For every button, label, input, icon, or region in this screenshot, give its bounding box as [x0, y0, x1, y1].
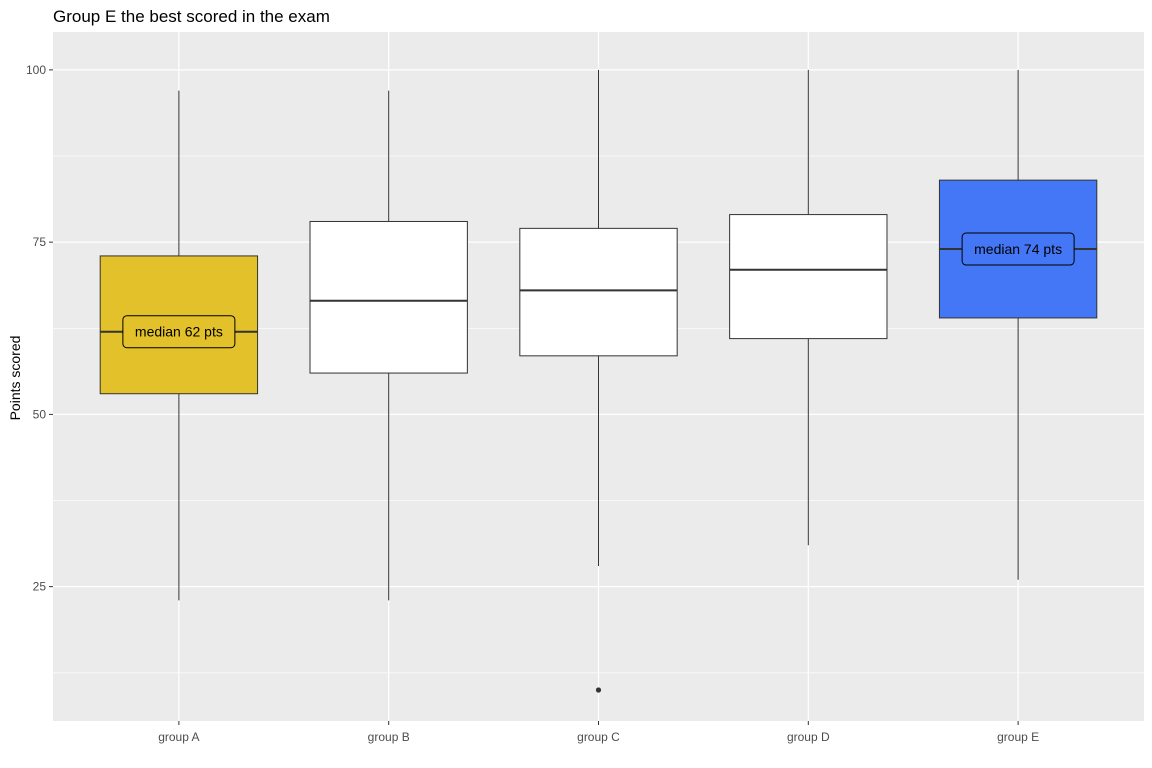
median-label-box — [122, 315, 236, 349]
y-axis-title: Points scored — [7, 336, 23, 421]
box-iqr — [309, 220, 468, 374]
y-tick-label: 100 — [26, 63, 46, 77]
box-iqr — [519, 227, 678, 357]
y-tick-label: 75 — [33, 235, 47, 249]
median-label: median 62 pts — [135, 324, 223, 340]
box-iqr — [729, 214, 888, 340]
x-tick-label: group E — [997, 730, 1039, 744]
box-group-e: median 74 pts — [938, 69, 1098, 580]
x-axis: group A group B group C group D group E — [158, 721, 1039, 744]
x-tick-label: group B — [368, 730, 410, 744]
box-series: median 62 pts median 74 pts — [99, 69, 1098, 693]
x-tick-label: group D — [787, 730, 830, 744]
y-tick-label: 25 — [33, 580, 47, 594]
box-group-a: median 62 pts — [99, 90, 259, 601]
outlier-point — [595, 687, 602, 693]
box-group-d — [729, 69, 888, 546]
y-tick-label: 50 — [33, 407, 47, 421]
x-tick-label: group A — [158, 730, 199, 744]
y-axis: 25 50 75 100 — [26, 63, 53, 594]
chart-title: Group E the best scored in the exam — [53, 7, 330, 26]
box-group-b — [309, 90, 468, 601]
x-tick-label: group C — [577, 730, 620, 744]
median-label-box — [961, 232, 1075, 266]
median-label: median 74 pts — [974, 241, 1062, 257]
box-group-c — [519, 69, 678, 693]
